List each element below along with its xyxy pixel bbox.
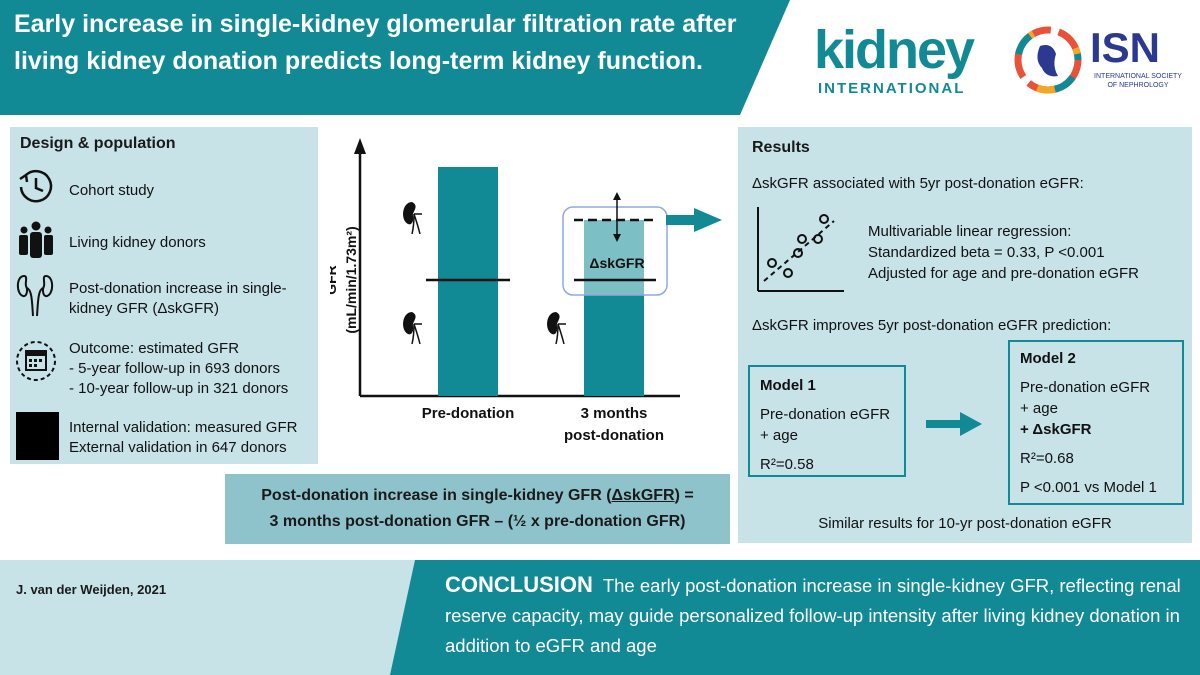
x-label-post: 3 months bbox=[581, 405, 648, 422]
kidney-icon bbox=[547, 312, 566, 345]
y-axis-unit: (mL/min/1.73m²) bbox=[343, 226, 359, 333]
results-panel: Results ΔskGFR associated with 5yr post-… bbox=[738, 127, 1192, 543]
y-axis-arrow bbox=[354, 138, 366, 154]
scatter-icon bbox=[757, 207, 844, 292]
formula-box: Post-donation increase in single-kidney … bbox=[225, 474, 730, 544]
model1-box: Model 1 Pre-donation eGFR + age R²=0.58 bbox=[748, 365, 906, 477]
clock-icon bbox=[19, 170, 53, 203]
conclusion-text: CONCLUSION The early post-donation incre… bbox=[445, 572, 1181, 656]
design-item-outcome: Outcome: estimated GFR - 5-year follow-up… bbox=[69, 340, 289, 397]
delta-label: ΔskGFR bbox=[589, 255, 644, 271]
header-banner bbox=[0, 0, 790, 115]
regression-text: Multivariable linear regression: Standard… bbox=[868, 223, 1140, 282]
x-label-pre: Pre-donation bbox=[422, 405, 515, 422]
arrow-to-results bbox=[666, 215, 696, 225]
assoc-heading: ΔskGFR associated with 5yr post-donation… bbox=[752, 175, 1084, 192]
kidneys-icon bbox=[16, 274, 54, 317]
people-icon bbox=[19, 221, 53, 258]
arrow-model1-to-model2 bbox=[926, 412, 982, 436]
formula-line1: Post-donation increase in single-kidney … bbox=[261, 487, 694, 504]
model2-box: Model 2 Pre-donation eGFR + age + ΔskGFR … bbox=[1008, 340, 1184, 505]
kidney-international-logo-sub: INTERNATIONAL bbox=[818, 80, 966, 97]
design-item-cohort: Cohort study bbox=[69, 182, 155, 199]
design-title: Design & population bbox=[20, 135, 176, 152]
validation-icon bbox=[16, 412, 59, 460]
gfr-diagram: ΔskGFR GFR (mL/min/1.73m²) Pre-donation … bbox=[330, 138, 722, 444]
isn-logo: ISN bbox=[1090, 24, 1161, 71]
footer-left: J. van der Weijden, 2021 bbox=[0, 560, 440, 675]
design-population-panel: Design & population Cohort study Living … bbox=[10, 127, 318, 464]
page-title: Early increase in single-kidney glomerul… bbox=[14, 10, 737, 75]
isn-logo-sub: INTERNATIONAL SOCIETY OF NEPHROLOGY bbox=[1094, 73, 1182, 89]
formula-line2: 3 months post-donation GFR – (½ x pre-do… bbox=[269, 513, 686, 530]
x-label-post-2: post-donation bbox=[564, 427, 664, 444]
improve-heading: ΔskGFR improves 5yr post-donation eGFR p… bbox=[752, 317, 1112, 334]
bar-post-donation bbox=[584, 220, 644, 396]
isn-globe-icon bbox=[1014, 26, 1082, 94]
kidney-icon bbox=[403, 312, 422, 345]
results-title: Results bbox=[752, 139, 810, 156]
design-item-donors: Living kidney donors bbox=[69, 234, 206, 251]
calendar-icon bbox=[16, 341, 56, 381]
design-item-skgfr: Post-donation increase in single-kidney … bbox=[69, 280, 287, 317]
y-axis-label: GFR bbox=[330, 265, 339, 295]
design-item-validation: Internal validation: measured GFR Externa… bbox=[69, 419, 298, 456]
author-credit: J. van der Weijden, 2021 bbox=[16, 582, 167, 597]
kidney-icon bbox=[403, 202, 422, 235]
conclusion-banner bbox=[390, 560, 1200, 675]
kidney-international-logo: kidney bbox=[814, 20, 975, 80]
similar-results: Similar results for 10-yr post-donation … bbox=[818, 515, 1112, 532]
delta-highlight-box bbox=[562, 206, 668, 296]
bar-pre-donation bbox=[438, 167, 498, 396]
